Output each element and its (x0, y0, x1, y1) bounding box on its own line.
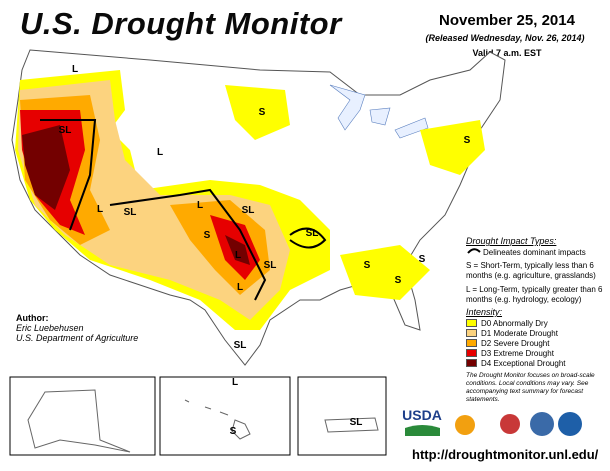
map-label: S (259, 107, 266, 118)
title: U.S. Drought Monitor (20, 6, 342, 41)
delineates: Delineates dominant impacts (483, 248, 586, 257)
map-label: L (237, 282, 243, 293)
map-label: SL (350, 417, 363, 428)
intensity-swatch (466, 359, 477, 367)
author: Eric Luebehusen (16, 323, 84, 333)
intensity-label: D1 Moderate Drought (481, 328, 558, 338)
map-label: SL (306, 228, 319, 239)
intensity-label: D0 Abnormally Dry (481, 318, 548, 328)
intensity-swatch (466, 329, 477, 337)
intensity-swatch (466, 339, 477, 347)
intensity-title: Intensity: (466, 307, 503, 317)
intensity-label: D4 Exceptional Drought (481, 358, 566, 368)
author-label: Author: (16, 313, 49, 323)
intensity-label: D2 Severe Drought (481, 338, 550, 348)
drought-area (225, 85, 485, 300)
intensity-item: D4 Exceptional Drought (466, 358, 606, 368)
map-label: SL (264, 260, 277, 271)
map-label: S (395, 275, 402, 286)
intensity-item: D3 Extreme Drought (466, 348, 606, 358)
map-label: L (72, 64, 78, 75)
map-label: S (230, 426, 237, 437)
hawaii (184, 399, 251, 440)
usda-swoosh (405, 425, 440, 436)
drought-area (20, 110, 260, 280)
commerce-logo (530, 412, 554, 436)
intensity-label: D3 Extreme Drought (481, 348, 554, 358)
puerto-rico (324, 417, 379, 433)
map-label: L (232, 377, 238, 388)
map-label: L (235, 250, 241, 261)
intensity-swatch (466, 319, 477, 327)
ndmc-logo (455, 415, 475, 435)
short-term: S = Short-Term, typically less than 6 mo… (466, 261, 596, 280)
map-label: L (97, 204, 103, 215)
nasa-logo (500, 414, 520, 434)
map-label: SL (124, 207, 137, 218)
map-label: S (464, 135, 471, 146)
impact-line-legend (467, 248, 481, 254)
url: http://droughtmonitor.unl.edu/ (412, 447, 599, 462)
map-label: S (364, 260, 371, 271)
note: The Drought Monitor focuses on broad-sca… (466, 372, 595, 403)
date: November 25, 2014 (439, 12, 575, 29)
map-label: S (204, 230, 211, 241)
map-label: L (197, 200, 203, 211)
map-label: SL (234, 340, 247, 351)
intensity-item: D1 Moderate Drought (466, 328, 606, 338)
inset-frame (297, 376, 387, 456)
inset-frame (159, 376, 291, 456)
alaska (27, 389, 131, 453)
intensity-item: D0 Abnormally Dry (466, 318, 606, 328)
noaa-logo (558, 412, 582, 436)
intensity-item: D2 Severe Drought (466, 338, 606, 348)
map-label: SL (242, 205, 255, 216)
lake (329, 84, 429, 139)
impact-title: Drought Impact Types: (466, 236, 557, 246)
valid: Valid 7 a.m. EST (472, 48, 542, 58)
impact-line (40, 119, 327, 301)
map-label: L (157, 147, 163, 158)
map-label: S (419, 254, 426, 265)
released: (Released Wednesday, Nov. 26, 2014) (425, 33, 585, 43)
drought-area (22, 125, 250, 265)
agency: U.S. Department of Agriculture (16, 333, 139, 343)
intensity-swatch (466, 349, 477, 357)
usda-logo: USDA (402, 407, 442, 423)
long-term: L = Long-Term, typically greater than 6 … (466, 285, 603, 304)
map-label: SL (59, 125, 72, 136)
